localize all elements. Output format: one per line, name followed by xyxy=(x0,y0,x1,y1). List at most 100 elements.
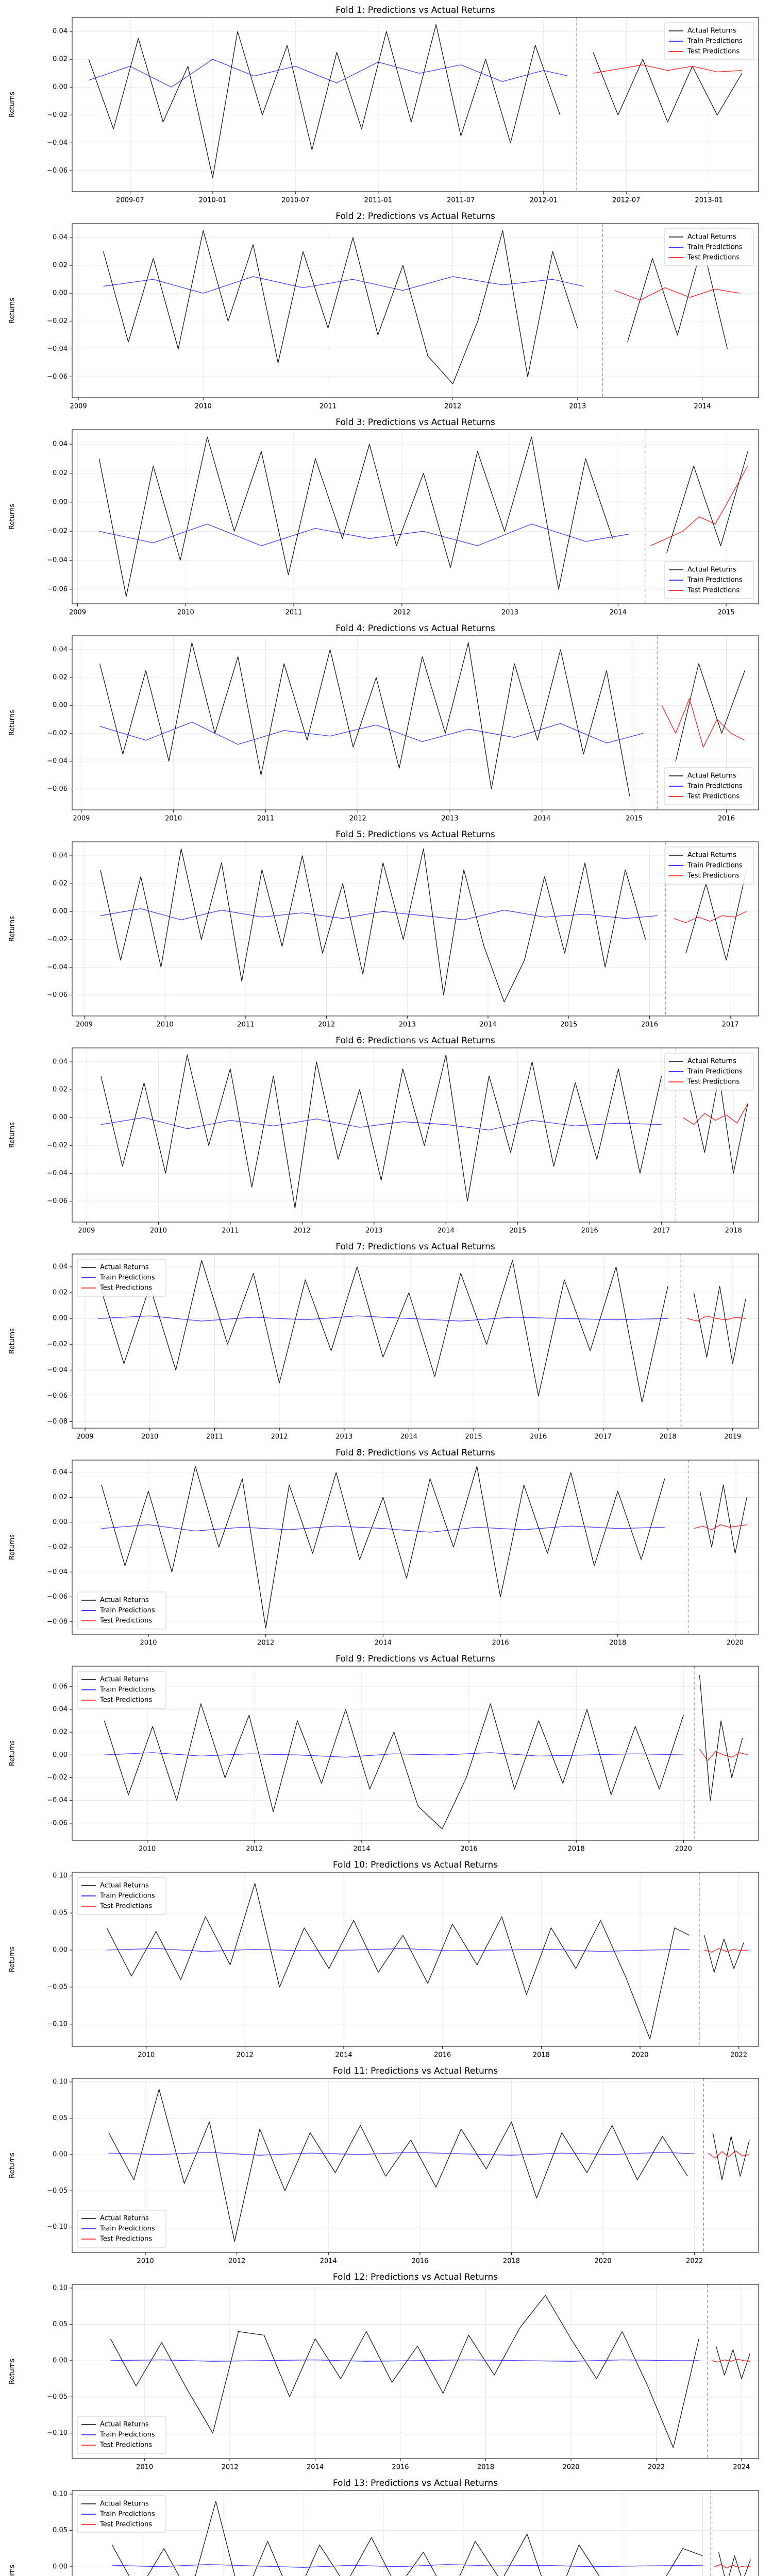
series-line xyxy=(100,1054,748,1209)
x-tick-label: 2022 xyxy=(648,2464,665,2471)
x-tick-label: 2009 xyxy=(69,609,86,617)
subplot-title: Fold 4: Predictions vs Actual Returns xyxy=(335,623,495,634)
y-tick-label: −0.05 xyxy=(47,2393,68,2401)
legend-label: Actual Returns xyxy=(100,2500,149,2508)
x-tick-label: 2018 xyxy=(503,2258,520,2265)
series-line xyxy=(661,698,745,748)
legend-label: Actual Returns xyxy=(100,2421,149,2429)
y-axis-label: Returns xyxy=(9,1946,16,1972)
x-tick-label: 2014 xyxy=(353,1845,370,1853)
x-tick-label: 2012 xyxy=(257,1639,274,1647)
y-tick-label: 0.00 xyxy=(53,498,68,506)
plot-frame xyxy=(72,2284,759,2459)
legend-label: Test Predictions xyxy=(99,1284,152,1292)
y-tick-label: −0.08 xyxy=(47,1618,68,1625)
legend-label: Test Predictions xyxy=(687,872,740,880)
x-tick-label: 2013 xyxy=(501,609,518,617)
legend-label: Train Predictions xyxy=(687,577,743,584)
y-tick-label: 0.02 xyxy=(53,56,68,63)
y-tick-label: 0.06 xyxy=(53,1683,68,1690)
legend: Actual Returns Train Predictions Test Pred… xyxy=(77,1877,166,1915)
y-axis-label: Returns xyxy=(9,298,16,324)
legend: Actual Returns Train Predictions Test Pred… xyxy=(664,846,754,885)
x-tick-label: 2018 xyxy=(609,1639,626,1647)
series-line xyxy=(112,2564,703,2568)
series-line xyxy=(699,1749,748,1761)
series-line xyxy=(98,436,748,597)
x-tick-label: 2010-01 xyxy=(199,197,227,205)
series-line xyxy=(674,911,747,923)
y-tick-label: 0.04 xyxy=(53,852,68,860)
x-tick-label: 2010 xyxy=(177,609,194,617)
plot-frame xyxy=(72,841,759,1016)
subplot-title: Fold 5: Predictions vs Actual Returns xyxy=(335,829,495,840)
y-tick-label: 0.00 xyxy=(53,1751,68,1759)
x-tick-label: 2012 xyxy=(393,609,410,617)
y-tick-label: 0.04 xyxy=(53,1058,68,1066)
legend-label: Actual Returns xyxy=(687,233,736,241)
legend-box xyxy=(77,1877,166,1915)
x-tick-label: 2014 xyxy=(375,1639,392,1647)
legend-box xyxy=(664,767,754,805)
x-tick-label: 2012 xyxy=(294,1227,311,1235)
legend-label: Actual Returns xyxy=(687,1058,736,1065)
y-tick-label: 0.04 xyxy=(53,646,68,654)
legend-label: Train Predictions xyxy=(687,783,743,790)
legend: Actual Returns Train Predictions Test Pred… xyxy=(664,1053,754,1091)
x-tick-label: 2015 xyxy=(718,609,735,617)
y-tick-label: −0.06 xyxy=(47,991,68,999)
x-tick-label: 2012 xyxy=(228,2258,245,2265)
x-tick-label: 2013 xyxy=(569,403,586,411)
subplot-title: Fold 1: Predictions vs Actual Returns xyxy=(335,5,495,15)
series-line xyxy=(615,287,740,301)
subplot: Fold 4: Predictions vs Actual Returns Ret… xyxy=(9,623,759,823)
x-tick-label: 2010 xyxy=(136,2464,153,2471)
subplot-title: Fold 9: Predictions vs Actual Returns xyxy=(335,1654,495,1664)
subplot-title: Fold 12: Predictions vs Actual Returns xyxy=(333,2272,498,2282)
series-line xyxy=(111,2501,751,2576)
legend-label: Train Predictions xyxy=(99,1607,155,1615)
series-line xyxy=(104,1675,743,1829)
y-tick-label: 0.00 xyxy=(53,702,68,709)
x-tick-label: 2010 xyxy=(150,1227,167,1235)
series-line xyxy=(98,1315,668,1321)
y-axis-label: Returns xyxy=(9,1328,16,1354)
y-tick-label: −0.08 xyxy=(47,1418,68,1426)
legend-label: Test Predictions xyxy=(687,48,740,56)
x-tick-label: 2020 xyxy=(595,2258,612,2265)
y-tick-label: −0.04 xyxy=(47,139,68,147)
legend: Actual Returns Train Predictions Test Pred… xyxy=(664,22,754,60)
legend-label: Train Predictions xyxy=(687,38,743,45)
subplot-title: Fold 10: Predictions vs Actual Returns xyxy=(333,1860,498,1870)
x-tick-label: 2012 xyxy=(444,403,461,411)
subplot: Fold 9: Predictions vs Actual Returns Ret… xyxy=(9,1654,759,1853)
y-tick-label: 0.05 xyxy=(53,2114,68,2122)
subplot-title: Fold 11: Predictions vs Actual Returns xyxy=(333,2066,498,2076)
y-tick-label: −0.02 xyxy=(47,936,68,943)
series-line xyxy=(708,2150,750,2159)
series-line xyxy=(683,1103,748,1125)
x-tick-label: 2013 xyxy=(365,1227,382,1235)
x-tick-label: 2011-01 xyxy=(364,197,392,205)
y-axis-label: Returns xyxy=(9,1122,16,1148)
x-tick-label: 2024 xyxy=(733,2464,750,2471)
y-tick-label: 0.02 xyxy=(53,880,68,888)
x-tick-label: 2015 xyxy=(465,1433,482,1441)
x-tick-label: 2016 xyxy=(492,1639,509,1647)
y-axis-label: Returns xyxy=(9,2565,16,2576)
x-tick-label: 2009 xyxy=(76,1021,93,1029)
y-tick-label: −0.02 xyxy=(47,1544,68,1551)
y-tick-label: −0.04 xyxy=(47,556,68,564)
x-tick-label: 2009 xyxy=(78,1227,95,1235)
y-tick-label: 0.02 xyxy=(53,1728,68,1736)
x-tick-label: 2017 xyxy=(595,1433,612,1441)
x-tick-label: 2011 xyxy=(237,1021,254,1029)
legend-label: Test Predictions xyxy=(687,254,740,262)
legend-label: Train Predictions xyxy=(99,1686,155,1694)
x-tick-label: 2017 xyxy=(722,1021,739,1029)
x-tick-label: 2016 xyxy=(530,1433,547,1441)
y-tick-label: −0.10 xyxy=(47,2223,68,2231)
subplot: Fold 8: Predictions vs Actual Returns Ret… xyxy=(9,1448,759,1647)
y-tick-label: 0.00 xyxy=(53,290,68,297)
